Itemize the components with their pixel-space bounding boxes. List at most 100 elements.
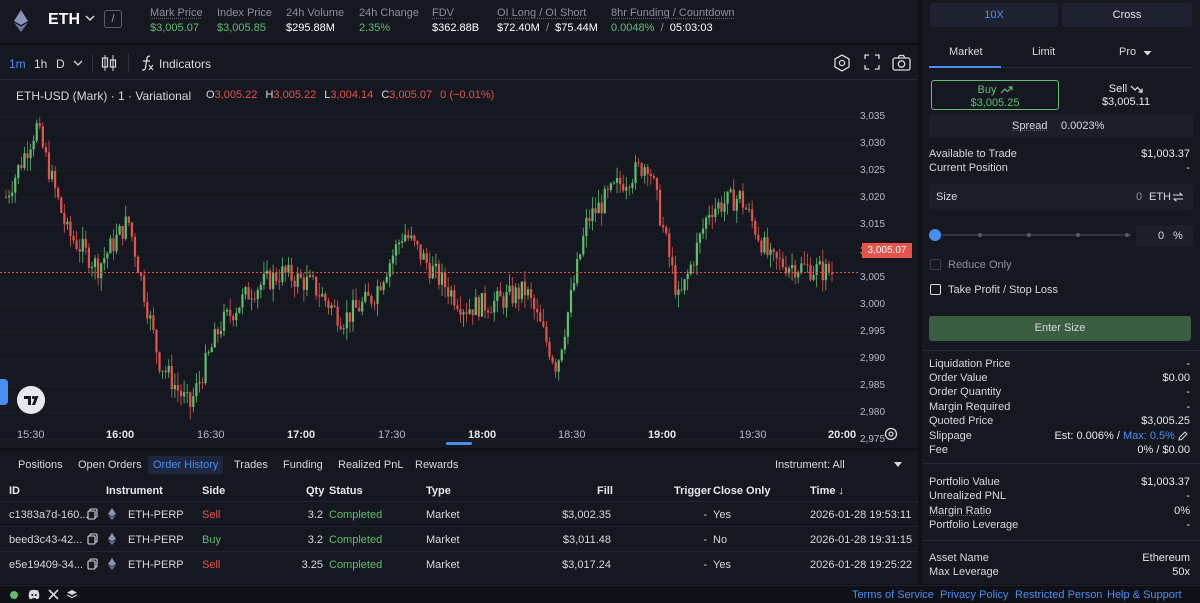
time-axis-label: 18:00 [468, 429, 497, 441]
timeframe-d[interactable]: D [56, 57, 65, 71]
candle-body [662, 225, 665, 228]
margin-mode-button[interactable]: Cross [1062, 3, 1192, 27]
tab-funding[interactable]: Funding [283, 459, 323, 471]
tab-positions[interactable]: Positions [18, 459, 63, 471]
leverage-button[interactable]: 10X [930, 3, 1058, 27]
candle-body [81, 238, 84, 252]
candle-body [594, 208, 597, 214]
candle-body [600, 202, 603, 214]
help-support-link[interactable]: Help & Support [1107, 589, 1182, 601]
tab-trades[interactable]: Trades [234, 459, 268, 471]
market-ticker[interactable]: ETH [48, 11, 80, 28]
tpsl-checkbox[interactable] [930, 284, 941, 295]
tab-limit[interactable]: Limit [1032, 46, 1056, 58]
candle-body [468, 309, 471, 314]
price-axis-label: 2,975 [860, 433, 886, 445]
timeframe-1m[interactable]: 1m [9, 57, 26, 71]
swap-unit-icon[interactable] [1172, 192, 1184, 202]
candle-body [192, 396, 195, 407]
detail-label: Quoted Price [929, 414, 994, 427]
candle-body [619, 178, 622, 185]
panel-resize-handle[interactable] [446, 442, 472, 445]
order-close-only: Yes [713, 509, 731, 521]
candlestick-chart[interactable] [0, 80, 860, 460]
candle-body [84, 238, 87, 248]
tab-order-history[interactable]: Order History [148, 456, 224, 474]
candle-body [103, 258, 106, 264]
tab-pro[interactable]: Pro [1119, 46, 1137, 58]
chevron-down-icon[interactable] [893, 461, 903, 469]
table-row[interactable]: beed3c43-42... ETH-PERP Buy 3.2 Completed Mar… [0, 526, 918, 551]
candle-body [520, 281, 523, 300]
candle-body [477, 297, 480, 317]
col-side: Side [202, 485, 226, 497]
fullscreen-icon[interactable] [864, 54, 880, 70]
sell-button[interactable]: Sell $3,005.11 [1101, 83, 1151, 108]
detail-label: Portfolio Value [929, 476, 1000, 488]
candle-body [551, 356, 554, 363]
candle-body [268, 270, 272, 290]
candle-body [422, 253, 425, 260]
order-fill: $3,017.24 [562, 559, 611, 571]
available-value: $1,003.37 [1141, 148, 1190, 160]
symbol-search-button[interactable]: / [104, 10, 122, 28]
tab-market[interactable]: Market [949, 46, 983, 58]
tab-rewards[interactable]: Rewards [415, 459, 459, 471]
slippage-value[interactable]: Est: 0.006% / Max: 0.5% [1054, 430, 1188, 442]
copy-icon[interactable] [87, 508, 98, 520]
discord-icon[interactable] [28, 589, 40, 600]
chevron-down-icon[interactable] [73, 58, 83, 68]
candle-body [225, 309, 229, 312]
candle-body [293, 280, 296, 287]
candle-body [705, 217, 708, 229]
reduce-only-checkbox[interactable] [930, 259, 941, 270]
candle-body [97, 258, 100, 279]
candle-body [20, 165, 23, 168]
tradingview-logo-icon[interactable] [17, 386, 45, 414]
table-row[interactable]: c1383a7d-160... ETH-PERP Sell 3.2 Completed M… [0, 501, 918, 526]
candle-body [210, 347, 213, 353]
side-panel-handle[interactable] [0, 379, 8, 405]
tab-open-orders[interactable]: Open Orders [78, 459, 142, 471]
camera-icon[interactable] [892, 54, 911, 71]
chevron-down-icon[interactable] [1143, 50, 1152, 57]
size-slider-handle[interactable] [929, 229, 941, 241]
candle-body [741, 191, 745, 208]
terms-link[interactable]: Terms of Service [852, 589, 934, 601]
candle-body [557, 360, 560, 372]
settings-icon[interactable] [833, 54, 851, 72]
col-time[interactable]: Time ↓ [810, 485, 845, 497]
candle-body [797, 272, 800, 278]
candle-body [321, 293, 324, 297]
restricted-person-link[interactable]: Restricted Person [1015, 589, 1103, 601]
candle-body [631, 182, 634, 189]
chevron-down-icon[interactable] [84, 12, 96, 24]
tab-realized-pnl[interactable]: Realized PnL [338, 459, 404, 471]
ethereum-icon [108, 533, 116, 545]
x-twitter-icon[interactable] [48, 589, 59, 600]
instrument-filter[interactable]: Instrument: All [775, 459, 845, 471]
indicators-button[interactable]: Indicators [159, 57, 212, 71]
candle-body [149, 315, 152, 319]
size-percent-input[interactable]: 0 % [1136, 225, 1193, 247]
candle-body [698, 233, 702, 243]
size-slider-track[interactable] [935, 234, 1131, 236]
chart-time-settings-icon[interactable] [884, 427, 898, 441]
connection-status-icon [10, 591, 18, 599]
timeframe-1h[interactable]: 1h [34, 57, 48, 71]
detail-value: $1,003.37 [1141, 476, 1190, 488]
candle-body [505, 291, 508, 308]
edit-pencil-icon[interactable] [1178, 431, 1188, 441]
submit-order-button[interactable]: Enter Size [929, 316, 1191, 341]
docs-layers-icon[interactable] [66, 589, 78, 600]
candle-body [689, 264, 692, 274]
indicators-icon[interactable] [139, 54, 155, 72]
buy-button[interactable]: Buy $3,005.25 [931, 80, 1059, 110]
candle-body [536, 309, 539, 313]
table-row[interactable]: e5e19409-34... ETH-PERP Sell 3.25 Completed M… [0, 551, 918, 576]
size-input[interactable]: Size 0 ETH [929, 184, 1193, 210]
candle-style-icon[interactable] [101, 54, 117, 72]
copy-icon[interactable] [87, 533, 98, 545]
privacy-link[interactable]: Privacy Policy [940, 589, 1009, 601]
copy-icon[interactable] [87, 558, 98, 570]
